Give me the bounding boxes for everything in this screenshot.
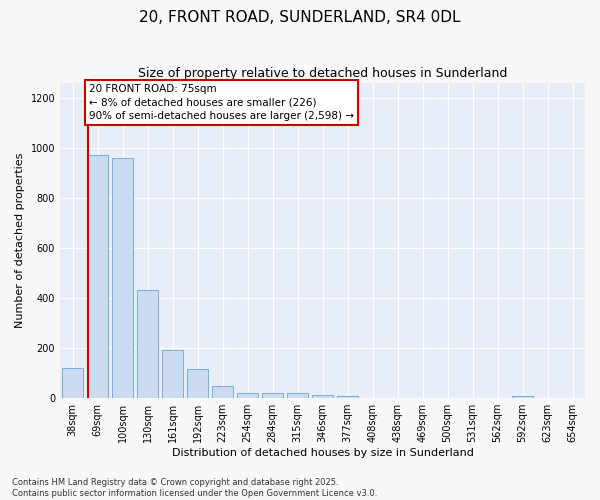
Bar	[262, 393, 283, 398]
Y-axis label: Number of detached properties: Number of detached properties	[15, 152, 25, 328]
Text: 20, FRONT ROAD, SUNDERLAND, SR4 0DL: 20, FRONT ROAD, SUNDERLAND, SR4 0DL	[139, 10, 461, 25]
Bar	[137, 290, 158, 398]
Bar	[162, 350, 183, 398]
Bar	[212, 386, 233, 398]
Text: 20 FRONT ROAD: 75sqm
← 8% of detached houses are smaller (226)
90% of semi-detac: 20 FRONT ROAD: 75sqm ← 8% of detached ho…	[89, 84, 354, 120]
Bar	[312, 395, 333, 398]
Bar	[87, 156, 108, 398]
Bar	[187, 369, 208, 398]
Text: Contains HM Land Registry data © Crown copyright and database right 2025.
Contai: Contains HM Land Registry data © Crown c…	[12, 478, 377, 498]
Bar	[512, 396, 533, 398]
Bar	[112, 158, 133, 398]
Bar	[287, 392, 308, 398]
Bar	[237, 392, 258, 398]
Title: Size of property relative to detached houses in Sunderland: Size of property relative to detached ho…	[138, 68, 507, 80]
Bar	[62, 368, 83, 398]
Bar	[337, 396, 358, 398]
X-axis label: Distribution of detached houses by size in Sunderland: Distribution of detached houses by size …	[172, 448, 473, 458]
